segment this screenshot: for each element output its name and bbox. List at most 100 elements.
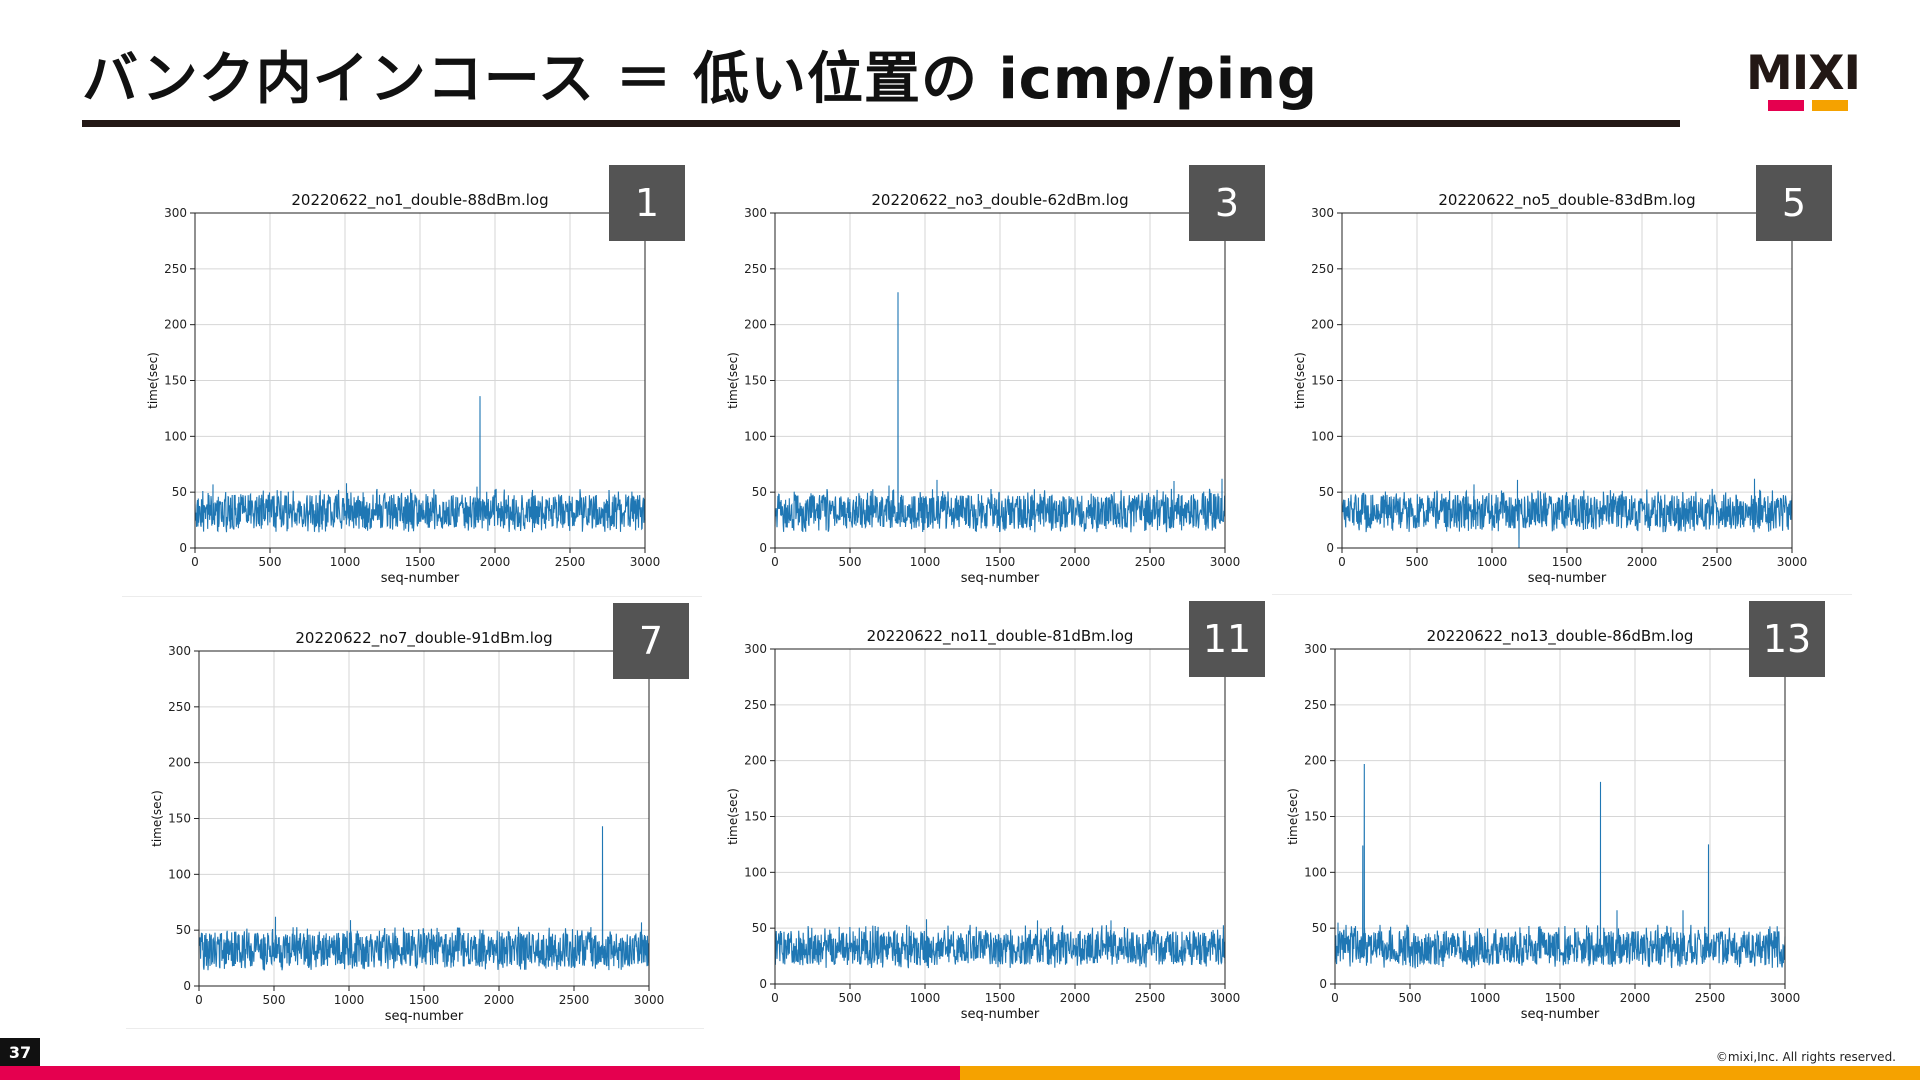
y-tick-label: 300 xyxy=(744,206,767,220)
page-number: 37 xyxy=(0,1038,40,1066)
y-tick-label: 200 xyxy=(744,754,767,768)
x-tick-label: 2000 xyxy=(484,993,515,1007)
x-tick-label: 2000 xyxy=(1620,991,1651,1005)
x-tick-label: 1500 xyxy=(409,993,440,1007)
y-tick-label: 50 xyxy=(752,921,767,935)
x-tick-label: 1500 xyxy=(985,555,1016,569)
x-tick-label: 1500 xyxy=(985,991,1016,1005)
y-tick-label: 150 xyxy=(168,812,191,826)
y-tick-label: 300 xyxy=(1304,642,1327,656)
chart-panel-3: 0 500 1000 1500 2000 2500 3000 0 50 100 150 200 250 3… xyxy=(720,160,1280,590)
x-tick-label: 2500 xyxy=(1135,555,1166,569)
x-tick-label: 1000 xyxy=(910,555,941,569)
y-tick-label: 250 xyxy=(1311,262,1334,276)
y-tick-label: 150 xyxy=(164,374,187,388)
logo-red-bar xyxy=(1768,100,1804,111)
chart-number-badge: 13 xyxy=(1749,601,1825,677)
y-tick-label: 150 xyxy=(744,810,767,824)
chart-panel-13: 0 500 1000 1500 2000 2500 3000 0 50 100 150 200 250 3… xyxy=(1280,596,1840,1026)
x-tick-label: 3000 xyxy=(634,993,665,1007)
y-tick-label: 100 xyxy=(744,865,767,879)
y-tick-label: 50 xyxy=(1312,921,1327,935)
y-tick-label: 150 xyxy=(1304,810,1327,824)
y-tick-label: 250 xyxy=(1304,698,1327,712)
y-tick-label: 100 xyxy=(164,429,187,443)
y-tick-label: 200 xyxy=(168,756,191,770)
x-axis-label: seq-number xyxy=(1521,1007,1600,1022)
chart-number-badge: 1 xyxy=(609,165,685,241)
panel-divider xyxy=(1272,594,1852,595)
chart-number-badge: 3 xyxy=(1189,165,1265,241)
chart-panel-1: 0 500 1000 1500 2000 2500 3000 0 50 100 150 200 250 3… xyxy=(140,160,700,590)
x-tick-label: 1000 xyxy=(1470,991,1501,1005)
x-tick-label: 1500 xyxy=(1552,555,1583,569)
x-tick-label: 3000 xyxy=(1770,991,1801,1005)
x-tick-label: 0 xyxy=(195,993,203,1007)
y-axis-label: time(sec) xyxy=(726,352,740,409)
x-tick-label: 0 xyxy=(1331,991,1339,1005)
y-tick-label: 200 xyxy=(744,318,767,332)
y-tick-label: 200 xyxy=(164,318,187,332)
y-tick-label: 100 xyxy=(1311,429,1334,443)
x-tick-label: 500 xyxy=(1406,555,1429,569)
line-chart: 0 500 1000 1500 2000 2500 3000 0 50 100 150 200 250 3… xyxy=(726,191,1240,586)
y-tick-label: 100 xyxy=(168,867,191,881)
y-tick-label: 50 xyxy=(176,923,191,937)
y-tick-label: 50 xyxy=(752,485,767,499)
line-chart: 0 500 1000 1500 2000 2500 3000 0 50 100 150 200 250 3… xyxy=(726,627,1241,1022)
y-tick-label: 250 xyxy=(168,700,191,714)
y-tick-label: 0 xyxy=(183,979,191,993)
x-tick-label: 0 xyxy=(771,555,779,569)
series-line xyxy=(774,292,1226,533)
series-line xyxy=(194,396,646,533)
chart-number-badge: 5 xyxy=(1756,165,1832,241)
y-tick-label: 100 xyxy=(744,429,767,443)
chart-title: 20220622_no7_double-91dBm.log xyxy=(295,629,552,648)
y-tick-label: 200 xyxy=(1311,318,1334,332)
x-tick-label: 2500 xyxy=(1135,991,1166,1005)
chart-panel-5: 0 500 1000 1500 2000 2500 3000 0 50 100 150 200 250 3… xyxy=(1287,160,1847,590)
x-tick-label: 2500 xyxy=(1702,555,1733,569)
y-tick-label: 0 xyxy=(759,541,767,555)
line-chart: 0 500 1000 1500 2000 2500 3000 0 50 100 150 200 250 3… xyxy=(150,629,665,1024)
y-tick-label: 50 xyxy=(172,485,187,499)
y-tick-label: 100 xyxy=(1304,865,1327,879)
x-tick-label: 2000 xyxy=(1627,555,1658,569)
x-tick-label: 500 xyxy=(839,555,862,569)
panel-divider xyxy=(122,596,702,597)
panel-divider xyxy=(126,1028,704,1029)
y-tick-label: 300 xyxy=(164,206,187,220)
line-chart: 0 500 1000 1500 2000 2500 3000 0 50 100 150 200 250 3… xyxy=(1286,627,1801,1022)
series-line xyxy=(1341,478,1793,549)
chart-number-badge: 7 xyxy=(613,603,689,679)
y-axis-label: time(sec) xyxy=(1293,352,1307,409)
footer-yellow-bar xyxy=(960,1066,1920,1080)
line-chart: 0 500 1000 1500 2000 2500 3000 0 50 100 150 200 250 3… xyxy=(146,191,661,586)
y-tick-label: 250 xyxy=(744,262,767,276)
chart-panel-11: 0 500 1000 1500 2000 2500 3000 0 50 100 150 200 250 3… xyxy=(720,596,1280,1026)
x-tick-label: 500 xyxy=(259,555,282,569)
x-axis-label: seq-number xyxy=(1528,571,1607,586)
chart-panel-7: 0 500 1000 1500 2000 2500 3000 0 50 100 150 200 250 3… xyxy=(144,598,704,1028)
chart-number-badge: 11 xyxy=(1189,601,1265,677)
x-tick-label: 1000 xyxy=(334,993,365,1007)
y-tick-label: 0 xyxy=(1326,541,1334,555)
y-tick-label: 200 xyxy=(1304,754,1327,768)
series-line xyxy=(198,826,650,971)
x-tick-label: 3000 xyxy=(1210,991,1241,1005)
x-tick-label: 500 xyxy=(263,993,286,1007)
chart-title: 20220622_no3_double-62dBm.log xyxy=(871,191,1128,210)
x-tick-label: 1500 xyxy=(405,555,436,569)
y-tick-label: 150 xyxy=(744,374,767,388)
x-tick-label: 3000 xyxy=(1777,555,1808,569)
x-tick-label: 2000 xyxy=(1060,991,1091,1005)
x-tick-label: 3000 xyxy=(630,555,661,569)
x-tick-label: 2500 xyxy=(555,555,586,569)
copyright-text: ©mixi,Inc. All rights reserved. xyxy=(1715,1050,1896,1064)
x-tick-label: 1500 xyxy=(1545,991,1576,1005)
logo-yellow-bar xyxy=(1812,100,1848,111)
slide-title: バンク内インコース ＝ 低い位置の icmp/ping xyxy=(82,47,1319,112)
y-axis-label: time(sec) xyxy=(146,352,160,409)
y-tick-label: 250 xyxy=(164,262,187,276)
x-tick-label: 500 xyxy=(1399,991,1422,1005)
